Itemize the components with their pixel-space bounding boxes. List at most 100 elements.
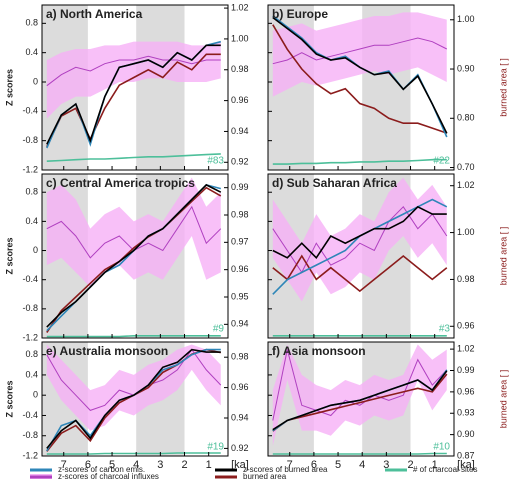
site-count: #10 xyxy=(433,442,450,453)
x-tick-label: 2 xyxy=(407,459,413,471)
x-tick-label: 7 xyxy=(287,459,293,471)
series-line xyxy=(272,205,447,260)
y2-tick-label: 1.02 xyxy=(231,2,249,12)
y2-tick-label: 0.95 xyxy=(231,291,249,301)
plot-frame xyxy=(267,4,455,171)
x-axis-label: [ka] xyxy=(231,459,249,471)
y-tick-label: 0.4 xyxy=(25,216,38,226)
shading-band xyxy=(136,5,185,170)
uncertainty-band xyxy=(272,344,447,446)
panel-title: b) Europe xyxy=(272,7,328,21)
y2-tick-label: 0.98 xyxy=(231,64,249,74)
y2-axis-label: burned area [ ] xyxy=(498,227,508,286)
legend: z-scores of carbon emis.z-scores of char… xyxy=(30,465,477,479)
panel: 0.70 0.80 0.90 1.00 b) Europe #22 burned area … xyxy=(267,4,508,172)
y2-tick-label: 0.90 xyxy=(457,429,475,439)
x-tick-label: 7 xyxy=(61,459,67,471)
x-tick-label: 1 xyxy=(206,459,212,471)
y2-tick-label: 0.92 xyxy=(231,443,249,453)
series-line xyxy=(272,37,448,65)
x-tick-label: 5 xyxy=(109,459,115,471)
y2-tick-label: 0.94 xyxy=(231,319,249,329)
series-line xyxy=(46,153,221,162)
y-tick-label: 0.4 xyxy=(25,47,38,57)
y2-tick-label: 0.96 xyxy=(457,386,475,396)
plot-area xyxy=(272,12,448,165)
y2-tick-label: 1.00 xyxy=(457,227,475,237)
y2-tick-label: 0.80 xyxy=(457,113,475,123)
y-tick-label: 0.8 xyxy=(25,18,38,28)
panel: -1.2 -0.8 -0.4 0 0.4 0.8 0.92 0.94 0.96 0.98 1.00 1… xyxy=(4,2,248,174)
panel: -1.2 -0.8 -0.4 0 0.4 0.8 0.94 0.95 0.96 0.97 0.98 0… xyxy=(4,173,249,342)
site-count: #9 xyxy=(213,324,225,335)
y2-axis-label: burned area [ ] xyxy=(498,58,508,117)
series-line xyxy=(272,24,448,134)
panel-title: e) Australia monsoon xyxy=(46,344,168,358)
panel-title: f) Asia monsoon xyxy=(272,344,366,358)
y2-tick-label: 1.02 xyxy=(457,344,475,354)
y-tick-label: -0.8 xyxy=(22,135,38,145)
plot-frame xyxy=(267,173,455,339)
y-tick-label: 0.4 xyxy=(25,369,38,379)
y2-tick-label: 0.98 xyxy=(231,352,249,362)
plot-frame xyxy=(267,341,455,457)
series-line xyxy=(46,183,222,328)
y2-tick-label: 0.99 xyxy=(231,182,249,192)
site-count: #22 xyxy=(433,156,450,167)
uncertainty-band xyxy=(46,177,221,287)
uncertainty-band xyxy=(272,12,447,97)
y-axis-label: Z scores xyxy=(4,237,14,274)
x-tick-label: 2 xyxy=(181,459,187,471)
y-tick-label: 0 xyxy=(33,390,38,400)
x-tick-label: 1 xyxy=(432,459,438,471)
series-line xyxy=(272,373,448,432)
panel-title: d) Sub Saharan Africa xyxy=(272,176,397,190)
series-line xyxy=(272,349,448,421)
y2-tick-label: 0.92 xyxy=(231,157,249,167)
y-tick-label: -0.4 xyxy=(22,274,38,284)
y2-tick-label: 0.70 xyxy=(457,162,475,172)
y2-tick-label: 0.94 xyxy=(231,126,249,136)
panel-title: c) Central America tropics xyxy=(46,176,195,190)
x-axis-label: [ka] xyxy=(457,459,475,471)
series-line xyxy=(272,452,447,455)
x-tick-label: 4 xyxy=(133,459,139,471)
legend-label: # of charcoal sites xyxy=(413,465,477,474)
y2-tick-label: 0.98 xyxy=(457,274,475,284)
series-line xyxy=(46,335,221,338)
panel: -1.2 -0.8 -0.4 0 0.4 0.8 0.92 0.94 0.96 0.98 7 6 5 4 3… xyxy=(4,341,249,471)
plot-area xyxy=(46,344,222,455)
y-tick-label: -1.2 xyxy=(22,164,38,174)
panel-title: a) North America xyxy=(46,7,143,21)
y2-tick-label: 0.93 xyxy=(457,408,475,418)
panel: 0.96 0.98 1.00 1.02 d) Sub Saharan Africa #3 b… xyxy=(267,173,508,339)
y-tick-label: -0.4 xyxy=(22,410,38,420)
series-line xyxy=(46,53,221,148)
x-tick-label: 3 xyxy=(383,459,389,471)
y-axis-label: Z scores xyxy=(4,69,14,106)
y2-tick-label: 0.90 xyxy=(457,63,475,73)
y-tick-label: 0.8 xyxy=(25,349,38,359)
x-tick-label: 3 xyxy=(157,459,163,471)
y-tick-label: -1.2 xyxy=(22,332,38,342)
series-line xyxy=(272,254,448,293)
y-tick-label: -0.8 xyxy=(22,303,38,313)
y2-tick-label: 1.00 xyxy=(457,14,475,24)
series-line xyxy=(272,158,447,165)
y2-tick-label: 0.87 xyxy=(457,450,475,460)
series-line xyxy=(46,186,222,333)
x-tick-label: 6 xyxy=(311,459,317,471)
plot-area xyxy=(46,40,221,162)
series-line xyxy=(46,348,221,449)
legend-label: z-scores of charcoal influxes xyxy=(58,472,159,479)
y2-tick-label: 0.99 xyxy=(457,365,475,375)
legend-label: z-scores of burned area xyxy=(243,465,328,474)
series-line xyxy=(46,55,221,87)
y2-tick-label: 0.96 xyxy=(231,95,249,105)
series-line xyxy=(272,16,448,134)
y2-tick-label: 0.97 xyxy=(231,237,249,247)
site-count: #3 xyxy=(439,324,451,335)
y-tick-label: 0 xyxy=(33,76,38,86)
y2-axis-label: burned area [ ] xyxy=(498,370,508,429)
y2-tick-label: 0.94 xyxy=(231,412,249,422)
